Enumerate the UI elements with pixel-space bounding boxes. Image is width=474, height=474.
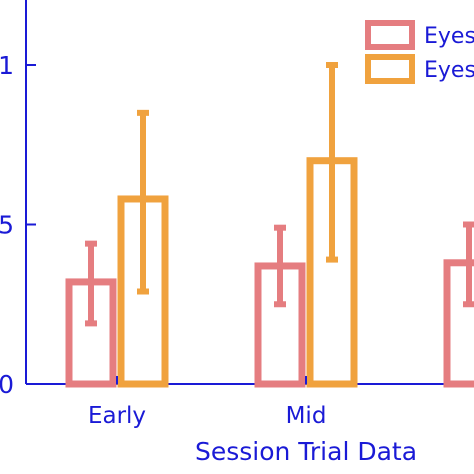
y-tick-label: 1 [0,51,14,80]
x-category-label: Early [88,403,146,429]
y-tick-label: .5 [0,211,14,240]
x-category-label: Mid [286,403,327,429]
chart-bars [65,157,474,388]
y-tick-label: 0 [0,370,14,399]
chart-x-categories: EarlyMidL [88,376,327,429]
chart-error-bars [85,62,474,327]
legend-swatch [365,54,415,84]
legend-label: Eyes [424,24,474,49]
legend-swatch [365,20,415,50]
legend-label: Eyes [424,58,474,83]
x-axis-title: Session Trial Data [195,437,417,466]
chart-legend: Eyes Eyes [365,20,474,84]
chart-y-ticks: 0.51 [0,51,36,399]
